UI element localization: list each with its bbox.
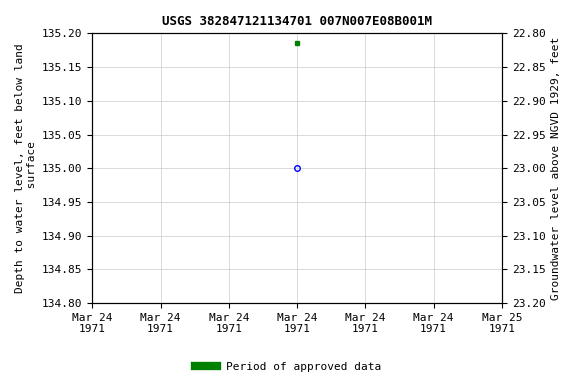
Y-axis label: Groundwater level above NGVD 1929, feet: Groundwater level above NGVD 1929, feet	[551, 36, 561, 300]
Legend: Period of approved data: Period of approved data	[191, 358, 385, 377]
Title: USGS 382847121134701 007N007E08B001M: USGS 382847121134701 007N007E08B001M	[162, 15, 432, 28]
Y-axis label: Depth to water level, feet below land
 surface: Depth to water level, feet below land su…	[15, 43, 37, 293]
